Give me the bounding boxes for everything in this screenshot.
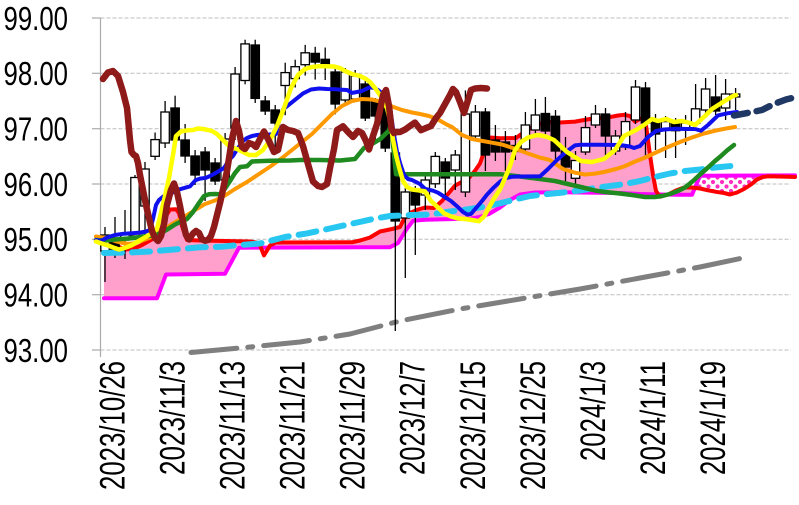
svg-text:2024/1/11: 2024/1/11 <box>634 361 673 475</box>
svg-text:97.00: 97.00 <box>4 111 69 148</box>
svg-text:96.00: 96.00 <box>4 166 69 203</box>
svg-text:2023/10/26: 2023/10/26 <box>93 361 132 490</box>
svg-text:2023/12/25: 2023/12/25 <box>514 361 553 490</box>
svg-text:2023/11/3: 2023/11/3 <box>154 361 193 475</box>
svg-text:2023/11/13: 2023/11/13 <box>214 361 253 490</box>
svg-text:94.00: 94.00 <box>4 277 69 314</box>
svg-text:98.00: 98.00 <box>4 55 69 92</box>
svg-text:2024/1/3: 2024/1/3 <box>574 361 613 461</box>
svg-text:2023/12/7: 2023/12/7 <box>394 361 433 475</box>
svg-text:2023/11/21: 2023/11/21 <box>274 361 313 490</box>
svg-text:2024/1/19: 2024/1/19 <box>694 361 733 475</box>
svg-text:2023/12/15: 2023/12/15 <box>454 361 493 490</box>
svg-text:99.00: 99.00 <box>4 0 69 37</box>
svg-text:2023/11/29: 2023/11/29 <box>334 361 373 490</box>
svg-text:95.00: 95.00 <box>4 221 69 258</box>
svg-text:93.00: 93.00 <box>4 332 69 369</box>
